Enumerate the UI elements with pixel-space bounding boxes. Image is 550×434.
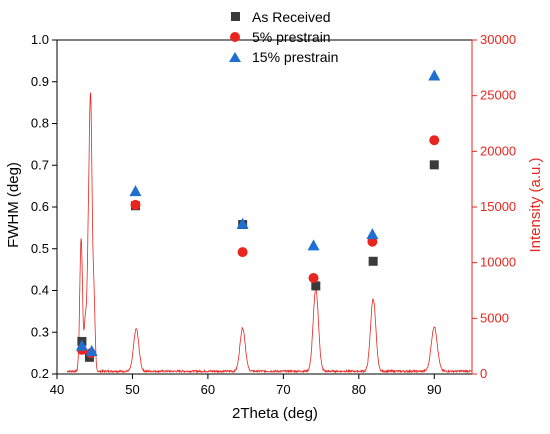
point-15pct-prestrain	[236, 217, 249, 229]
point-as-received	[311, 281, 321, 291]
point-15pct-prestrain	[428, 69, 441, 81]
point-5pct-prestrain	[130, 199, 141, 210]
y-tick-label-right: 15000	[480, 199, 516, 214]
point-5pct-prestrain	[429, 135, 440, 146]
intensity-profile	[66, 92, 473, 374]
intensity-line	[66, 92, 473, 374]
y-tick-label-right: 30000	[480, 32, 516, 47]
legend-marker-as-received	[231, 12, 240, 21]
y-tick-label-right: 25000	[480, 88, 516, 103]
axes: 40 50 60 70 80 90 0.2 0.3 0.4 0.5 0.6 0.7 0.8 0.9 1.0 0…	[31, 32, 516, 397]
x-tick-label: 70	[276, 382, 290, 397]
y-axis-title-right: Intensity (a.u.)	[527, 157, 544, 252]
x-tick-label: 90	[427, 382, 441, 397]
x-tick-label: 80	[352, 382, 366, 397]
point-5pct-prestrain	[367, 236, 378, 247]
y-tick-label-left: 1.0	[31, 32, 49, 47]
legend-label-as-received: As Received	[252, 9, 331, 25]
y-axis-title-left: FWHM (deg)	[5, 162, 22, 248]
y-tick-label-left: 0.9	[31, 74, 49, 89]
y-tick-label-right: 10000	[480, 255, 516, 270]
y-tick-label-left: 0.3	[31, 324, 49, 339]
point-as-received	[368, 256, 378, 266]
y-tick-label-left: 0.5	[31, 241, 49, 256]
point-15pct-prestrain	[85, 345, 98, 357]
point-5pct-prestrain	[237, 247, 248, 258]
legend-label-5pct: 5% prestrain	[252, 29, 331, 45]
point-15pct-prestrain	[307, 239, 320, 251]
x-tick-label: 50	[125, 382, 139, 397]
y-tick-label-left: 0.7	[31, 157, 49, 172]
point-15pct-prestrain	[75, 339, 88, 351]
legend: As Received 5% prestrain 15% prestrain	[229, 9, 338, 65]
legend-marker-15pct	[229, 52, 241, 62]
legend-label-15pct: 15% prestrain	[252, 49, 338, 65]
point-5pct-prestrain	[308, 272, 319, 283]
data-points	[75, 69, 441, 362]
y-tick-label-left: 0.8	[31, 116, 49, 131]
x-tick-label: 60	[201, 382, 215, 397]
y-tick-label-left: 0.4	[31, 283, 49, 298]
y-tick-label-right: 20000	[480, 143, 516, 158]
x-tick-label: 40	[50, 382, 64, 397]
point-as-received	[429, 160, 439, 170]
y-tick-label-right: 5000	[480, 310, 509, 325]
point-15pct-prestrain	[366, 228, 379, 240]
legend-marker-5pct	[230, 32, 240, 42]
y-tick-label-left: 0.6	[31, 199, 49, 214]
x-axis-title: 2Theta (deg)	[232, 405, 318, 422]
y-tick-label-left: 0.2	[31, 366, 49, 381]
point-15pct-prestrain	[129, 185, 142, 197]
y-tick-label-right: 0	[480, 366, 487, 381]
